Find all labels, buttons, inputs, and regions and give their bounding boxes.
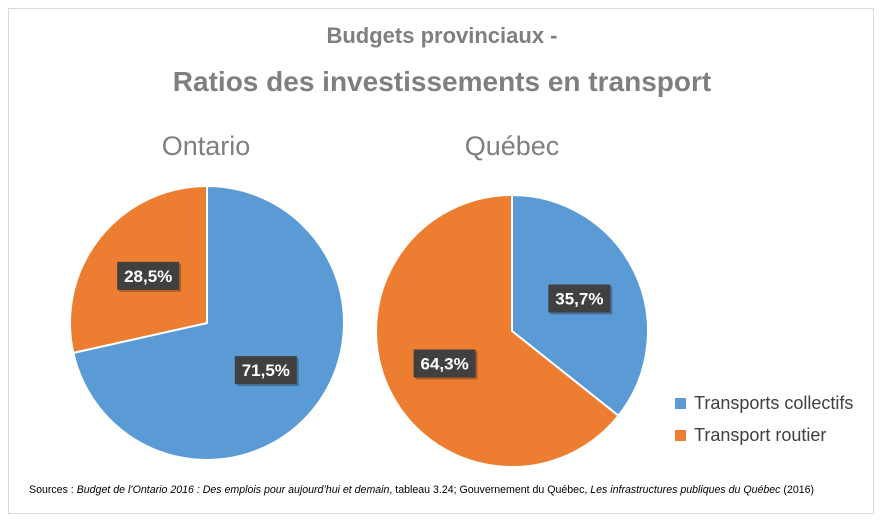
data-label-ontario-transports-collectifs: 71,5%: [242, 361, 290, 380]
chart-title-line2: Ratios des investissements en transport: [172, 66, 712, 97]
source-ontario-title: Budget de l’Ontario 2016 : Des emplois p…: [76, 484, 390, 496]
legend-label-transports-collectifs: Transports collectifs: [694, 393, 854, 413]
data-label-quebec-transports-collectifs: 35,7%: [555, 290, 603, 309]
source-quebec-title: Les infrastructures publiques du Québec: [590, 484, 781, 496]
data-label-box-quebec-transport-routier: [413, 349, 476, 378]
data-label-box-ontario-transport-routier: [117, 261, 180, 290]
legend-swatch-transports-collectifs: [675, 398, 686, 409]
chart-frame: [8, 8, 874, 514]
legend: Transports collectifs Transport routier: [675, 393, 853, 457]
legend-label-transport-routier: Transport routier: [694, 425, 827, 445]
source-prefix: Sources :: [29, 484, 77, 496]
pie-slice-quebec-transport-routier: [375, 193, 620, 468]
legend-item-transports-collectifs: Transports collectifs: [675, 393, 853, 414]
pie-slice-ontario-transports-collectifs: [72, 184, 345, 461]
source-middle: , tableau 3.24; Gouvernement du Québec,: [389, 484, 591, 496]
data-label-box-ontario-transports-collectifs: [234, 356, 297, 385]
data-label-ontario-transport-routier: 28,5%: [124, 267, 172, 286]
pie-title-quebec: Québec: [464, 131, 560, 161]
legend-item-transport-routier: Transport routier: [675, 425, 853, 446]
legend-swatch-transport-routier: [675, 430, 686, 441]
data-label-quebec-transport-routier: 64,3%: [421, 354, 469, 373]
data-label-box-quebec-transports-collectifs: [548, 284, 611, 313]
pie-title-ontario: Ontario: [161, 131, 251, 161]
source-suffix: (2016): [780, 484, 815, 496]
source-note: Sources : Budget de l’Ontario 2016 : Des…: [29, 484, 814, 496]
chart-title-line1: Budgets provinciaux -: [326, 23, 558, 48]
